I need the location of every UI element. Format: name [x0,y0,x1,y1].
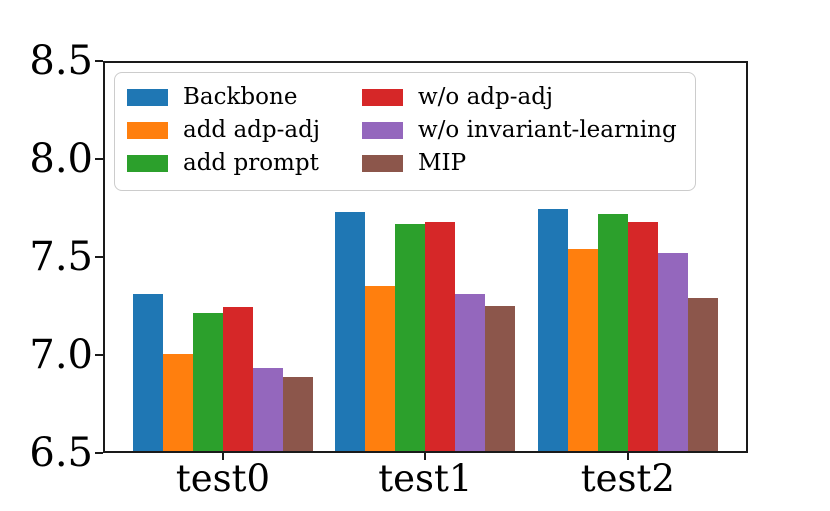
legend-label: add adp-adj [183,117,320,143]
bar-mip-test1 [485,305,516,451]
legend-swatch-mip [361,155,403,172]
y-tick-mark [95,256,103,258]
legend-item-backbone: Backbone [127,81,320,114]
bar-w-o-adp-adj-test1 [425,222,456,451]
x-tick-mark [424,453,427,460]
bar-add-adp-adj-test2 [567,249,598,451]
y-tick-label: 7.5 [29,234,93,280]
bar-w-o-invariant-learning-test1 [455,293,486,451]
y-tick-label: 8.0 [29,136,93,182]
bar-add-adp-adj-test0 [163,354,193,451]
bar-mip-test0 [283,377,313,451]
y-tick-mark [95,60,103,62]
legend-item-mip: MIP [361,147,677,180]
legend-label: w/o invariant-learning [417,117,677,143]
y-tick-label: 7.0 [29,332,93,378]
x-tick-label-test0: test0 [175,457,271,500]
legend-label: Backbone [183,84,298,110]
legend-item-w-o-invariant-learning: w/o invariant-learning [361,114,677,147]
legend: Backbone add adp-adj add prompt w/o adp-adj… [114,72,696,191]
legend-label: w/o adp-adj [417,84,554,110]
y-tick-mark [95,354,103,356]
bar-add-prompt-test2 [597,214,628,451]
x-tick-label-test1: test1 [378,457,473,500]
legend-swatch-add-adp-adj [127,122,168,139]
bar-mip-test2 [687,297,718,451]
legend-item-w-o-adp-adj: w/o adp-adj [361,81,677,114]
legend-swatch-add-prompt [127,155,168,172]
bar-w-o-adp-adj-test0 [223,307,253,451]
y-tick-mark [95,158,103,160]
x-tick-label-test2: test2 [580,457,675,500]
legend-swatch-w-o-adp-adj [361,89,403,106]
legend-label: MIP [417,150,467,176]
bar-backbone-test0 [133,293,163,451]
x-tick-mark [626,453,629,460]
legend-item-add-prompt: add prompt [127,147,320,180]
plot-area: Backbone add adp-adj add prompt w/o adp-adj… [103,61,748,453]
legend-swatch-w-o-invariant-learning [361,122,403,139]
bar-add-prompt-test1 [395,224,426,451]
bar-backbone-test1 [335,212,366,451]
bar-w-o-invariant-learning-test2 [657,253,688,451]
bar-backbone-test2 [537,208,568,451]
y-tick-mark [95,452,103,454]
bar-add-adp-adj-test1 [365,286,396,451]
legend-item-add-adp-adj: add adp-adj [127,114,320,147]
x-tick-mark [222,453,224,460]
bar-add-prompt-test0 [193,313,223,451]
y-tick-label: 8.5 [29,38,93,84]
y-tick-label: 6.5 [29,430,93,476]
bar-w-o-invariant-learning-test0 [253,367,283,451]
legend-swatch-backbone [127,89,168,106]
bar-w-o-adp-adj-test2 [627,222,658,451]
legend-label: add prompt [183,150,319,176]
